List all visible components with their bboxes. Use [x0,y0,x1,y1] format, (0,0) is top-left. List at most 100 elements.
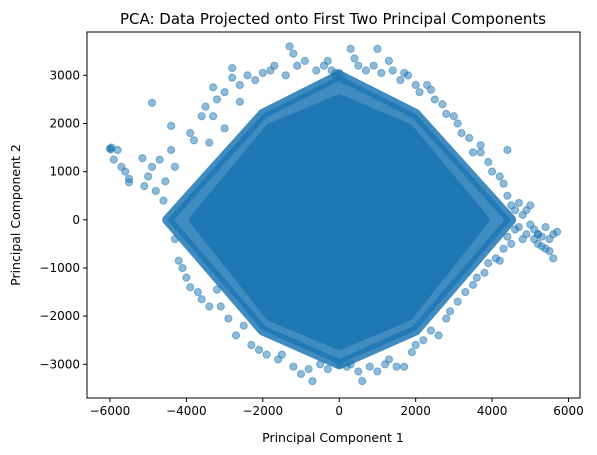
data-point [124,174,134,183]
data-point [205,138,214,147]
data-point [514,222,523,232]
data-point [224,314,233,323]
data-point [346,44,355,53]
y-tick-label: −1000 [39,261,80,275]
data-point [499,179,508,188]
data-point [285,42,294,51]
x-tick-label: 6000 [553,404,584,418]
data-point [308,377,317,386]
data-point [453,297,462,306]
data-point [361,66,371,75]
data-point [537,242,546,251]
y-axis: −3000 −2000 −1000 0 1000 2000 3000 [39,68,87,371]
data-point [384,56,394,65]
data-point [495,172,504,181]
data-point [442,314,451,323]
data-point [541,222,550,232]
x-tick-label: −6000 [90,404,131,418]
data-point [495,256,504,265]
data-point [220,88,229,97]
data-point [369,61,378,70]
y-tick-label: 0 [72,213,80,227]
data-point [151,186,160,196]
data-point [438,100,447,109]
x-axis: −6000 −4000 −2000 0 2000 4000 6000 [90,398,584,418]
data-point [377,68,386,78]
data-point [144,172,153,181]
data-point [258,68,267,78]
data-point [197,112,206,121]
data-point [262,350,271,359]
data-point [411,340,420,350]
data-point [193,287,202,297]
data-point [434,331,443,340]
data-point [335,360,344,369]
data-point [484,157,493,167]
data-point [488,167,497,176]
data-point [442,109,451,118]
data-point [457,129,466,138]
data-point [186,283,195,292]
data-point [354,61,363,70]
data-point [484,259,493,268]
data-point [426,85,436,94]
chart-title: PCA: Data Projected onto First Two Princ… [120,10,546,28]
data-point [426,326,436,335]
data-point [147,162,157,171]
data-point [338,76,348,85]
data-point [161,177,170,186]
data-point [147,98,157,107]
data-point [449,112,458,121]
y-tick-label: −3000 [39,357,80,371]
data-point [507,239,516,248]
data-point [499,244,508,253]
y-axis-title: Principal Component 2 [8,144,23,286]
data-point [346,360,355,369]
data-point [235,97,244,106]
data-point [293,61,302,70]
data-point [476,148,485,157]
data-point [419,336,428,345]
data-point [281,71,290,80]
data-point [239,321,248,330]
data-point [216,302,225,311]
data-point [247,340,256,350]
data-point [373,44,382,53]
data-point [312,66,321,75]
data-point [358,377,367,386]
dense-point-cloud [162,70,517,370]
data-point [392,362,401,371]
data-point [197,295,206,304]
data-point [109,155,118,164]
data-point [209,112,218,121]
data-point [205,302,214,311]
plot-frame [86,31,581,399]
data-point [186,129,195,138]
data-point [174,256,183,265]
data-point [407,348,416,357]
data-point [503,232,512,241]
data-point [212,95,222,104]
data-point [472,273,481,282]
data-point [140,182,149,191]
data-point [411,80,420,90]
data-point [113,145,122,155]
data-point [476,141,485,150]
data-point [300,56,309,65]
data-point [138,154,147,163]
data-point [445,307,455,316]
data-point [533,230,543,239]
data-point [178,263,187,273]
data-point [514,198,523,208]
data-point [155,155,164,164]
data-point [170,234,179,244]
x-axis-title: Principal Component 1 [262,430,404,445]
data-point [468,280,478,289]
data-point [189,136,199,145]
data-point [503,145,512,155]
data-point [231,331,241,340]
y-tick-label: −2000 [39,309,80,323]
data-point [323,365,332,374]
data-point [243,71,252,80]
